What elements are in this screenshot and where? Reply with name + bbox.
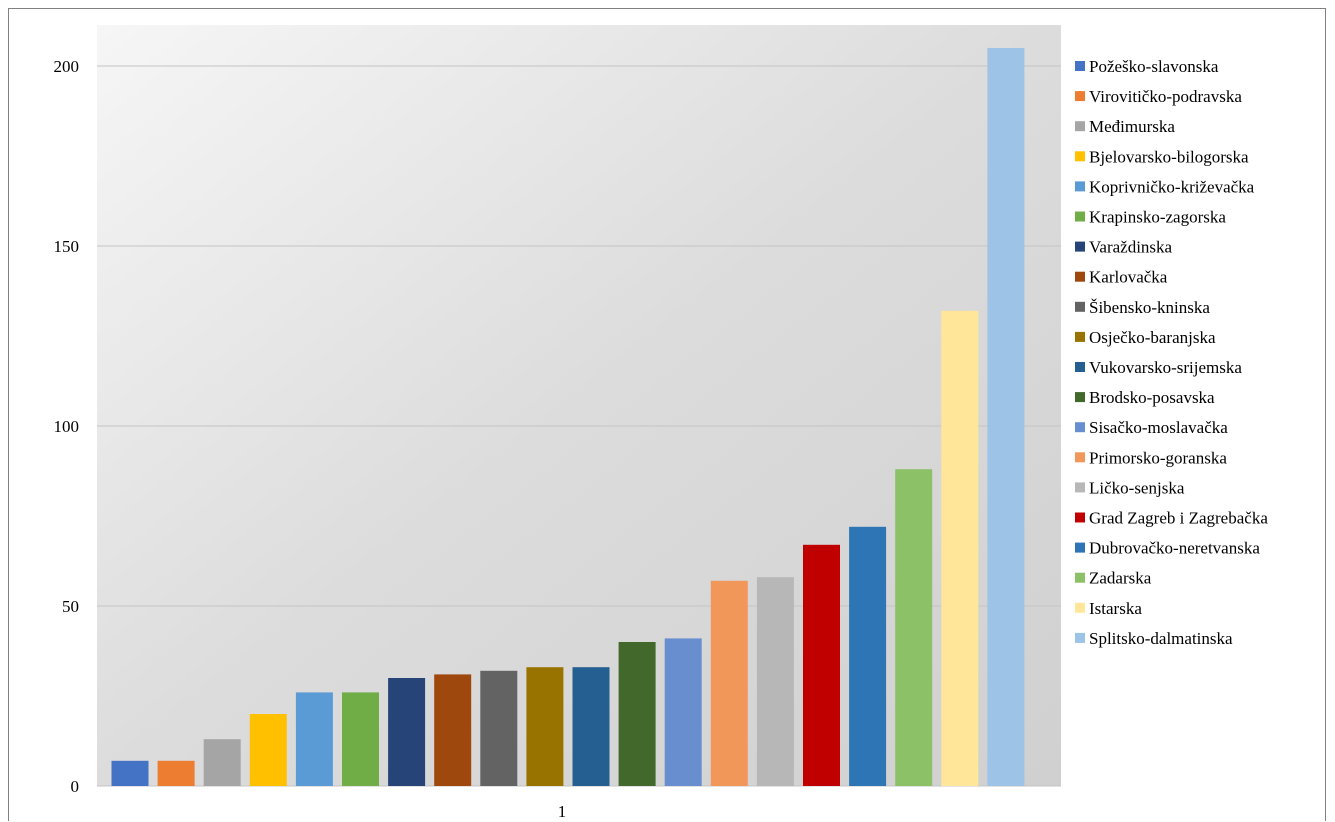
bar-6 — [342, 692, 379, 786]
bar-20 — [987, 48, 1025, 786]
legend-swatch — [1075, 392, 1085, 403]
bar-16 — [803, 544, 840, 786]
legend-swatch — [1075, 91, 1085, 102]
x-tick-label: 1 — [558, 802, 567, 821]
bar-18 — [895, 469, 933, 786]
bar-3 — [203, 739, 241, 786]
bar-13 — [664, 638, 702, 786]
y-tick-label: 100 — [54, 417, 80, 436]
bar-4 — [249, 714, 287, 786]
legend-label: Međimurska — [1089, 117, 1175, 136]
y-tick-label: 150 — [54, 237, 80, 256]
bar-12 — [618, 642, 656, 786]
legend-label: Vukovarsko-srijemska — [1089, 358, 1242, 377]
y-tick-label: 0 — [71, 777, 80, 796]
legend-swatch — [1075, 632, 1085, 643]
bar-17 — [849, 526, 887, 786]
bar-1 — [111, 760, 149, 786]
bar-9 — [480, 670, 518, 786]
legend-label: Primorsko-goranska — [1089, 448, 1227, 467]
legend-swatch — [1075, 362, 1085, 372]
legend-swatch — [1075, 572, 1085, 583]
legend-swatch — [1075, 602, 1085, 613]
legend-swatch — [1075, 241, 1085, 252]
legend-label: Istarska — [1089, 599, 1142, 618]
legend-label: Grad Zagreb i Zagrebačka — [1089, 509, 1268, 528]
legend-swatch — [1075, 512, 1085, 523]
legend-swatch — [1075, 542, 1085, 553]
x-axis-ticks: 1 — [558, 802, 567, 821]
legend-label: Krapinsko-zagorska — [1089, 208, 1226, 227]
bar-8 — [434, 674, 472, 786]
y-tick-label: 200 — [54, 57, 80, 76]
bar-2 — [157, 760, 195, 786]
y-axis-ticks: 0 50 100 150 200 — [54, 57, 80, 796]
y-tick-label: 50 — [62, 597, 79, 616]
bar-14 — [710, 580, 748, 786]
legend-swatch — [1075, 331, 1085, 342]
legend-swatch — [1075, 181, 1085, 192]
legend-label: Požeško-slavonska — [1089, 57, 1219, 76]
legend-label: Brodsko-posavska — [1089, 388, 1215, 407]
bar-5 — [295, 692, 333, 786]
legend-label: Sisačko-moslavačka — [1089, 418, 1228, 437]
bars — [111, 48, 1025, 786]
legend-label: Koprivničko-križevačka — [1089, 177, 1255, 196]
legend-label: Zadarska — [1089, 569, 1152, 588]
legend-label: Virovitičko-podravska — [1089, 87, 1242, 106]
legend-swatch — [1075, 301, 1085, 312]
legend-label: Ličko-senjska — [1089, 478, 1185, 497]
bar-11 — [572, 667, 610, 786]
bar-10 — [526, 667, 564, 786]
bar-15 — [756, 577, 794, 786]
legend-swatch — [1075, 452, 1085, 463]
legend-swatch — [1075, 121, 1085, 132]
legend-swatch — [1075, 211, 1085, 222]
legend-label: Karlovačka — [1089, 268, 1168, 287]
legend-swatch — [1075, 61, 1085, 71]
legend: Požeško-slavonska Virovitičko-podravska Me… — [1075, 57, 1268, 648]
legend-label: Varaždinska — [1089, 238, 1173, 257]
bar-7 — [388, 678, 426, 786]
bar-19 — [941, 310, 979, 786]
legend-swatch — [1075, 422, 1085, 433]
legend-swatch — [1075, 151, 1085, 162]
legend-label: Dubrovačko-neretvanska — [1089, 539, 1260, 558]
legend-label: Splitsko-dalmatinska — [1089, 629, 1233, 648]
bar-chart: 0 50 100 150 200 1 Požeško-slavonska Viroviti… — [54, 25, 1268, 821]
legend-label: Osječko-baranjska — [1089, 328, 1216, 347]
legend-swatch — [1075, 482, 1085, 493]
legend-swatch — [1075, 271, 1085, 282]
legend-label: Šibensko-kninska — [1089, 298, 1210, 317]
chart-frame: 0 50 100 150 200 1 Požeško-slavonska Viroviti… — [8, 8, 1326, 821]
legend-label: Bjelovarsko-bilogorska — [1089, 147, 1249, 166]
